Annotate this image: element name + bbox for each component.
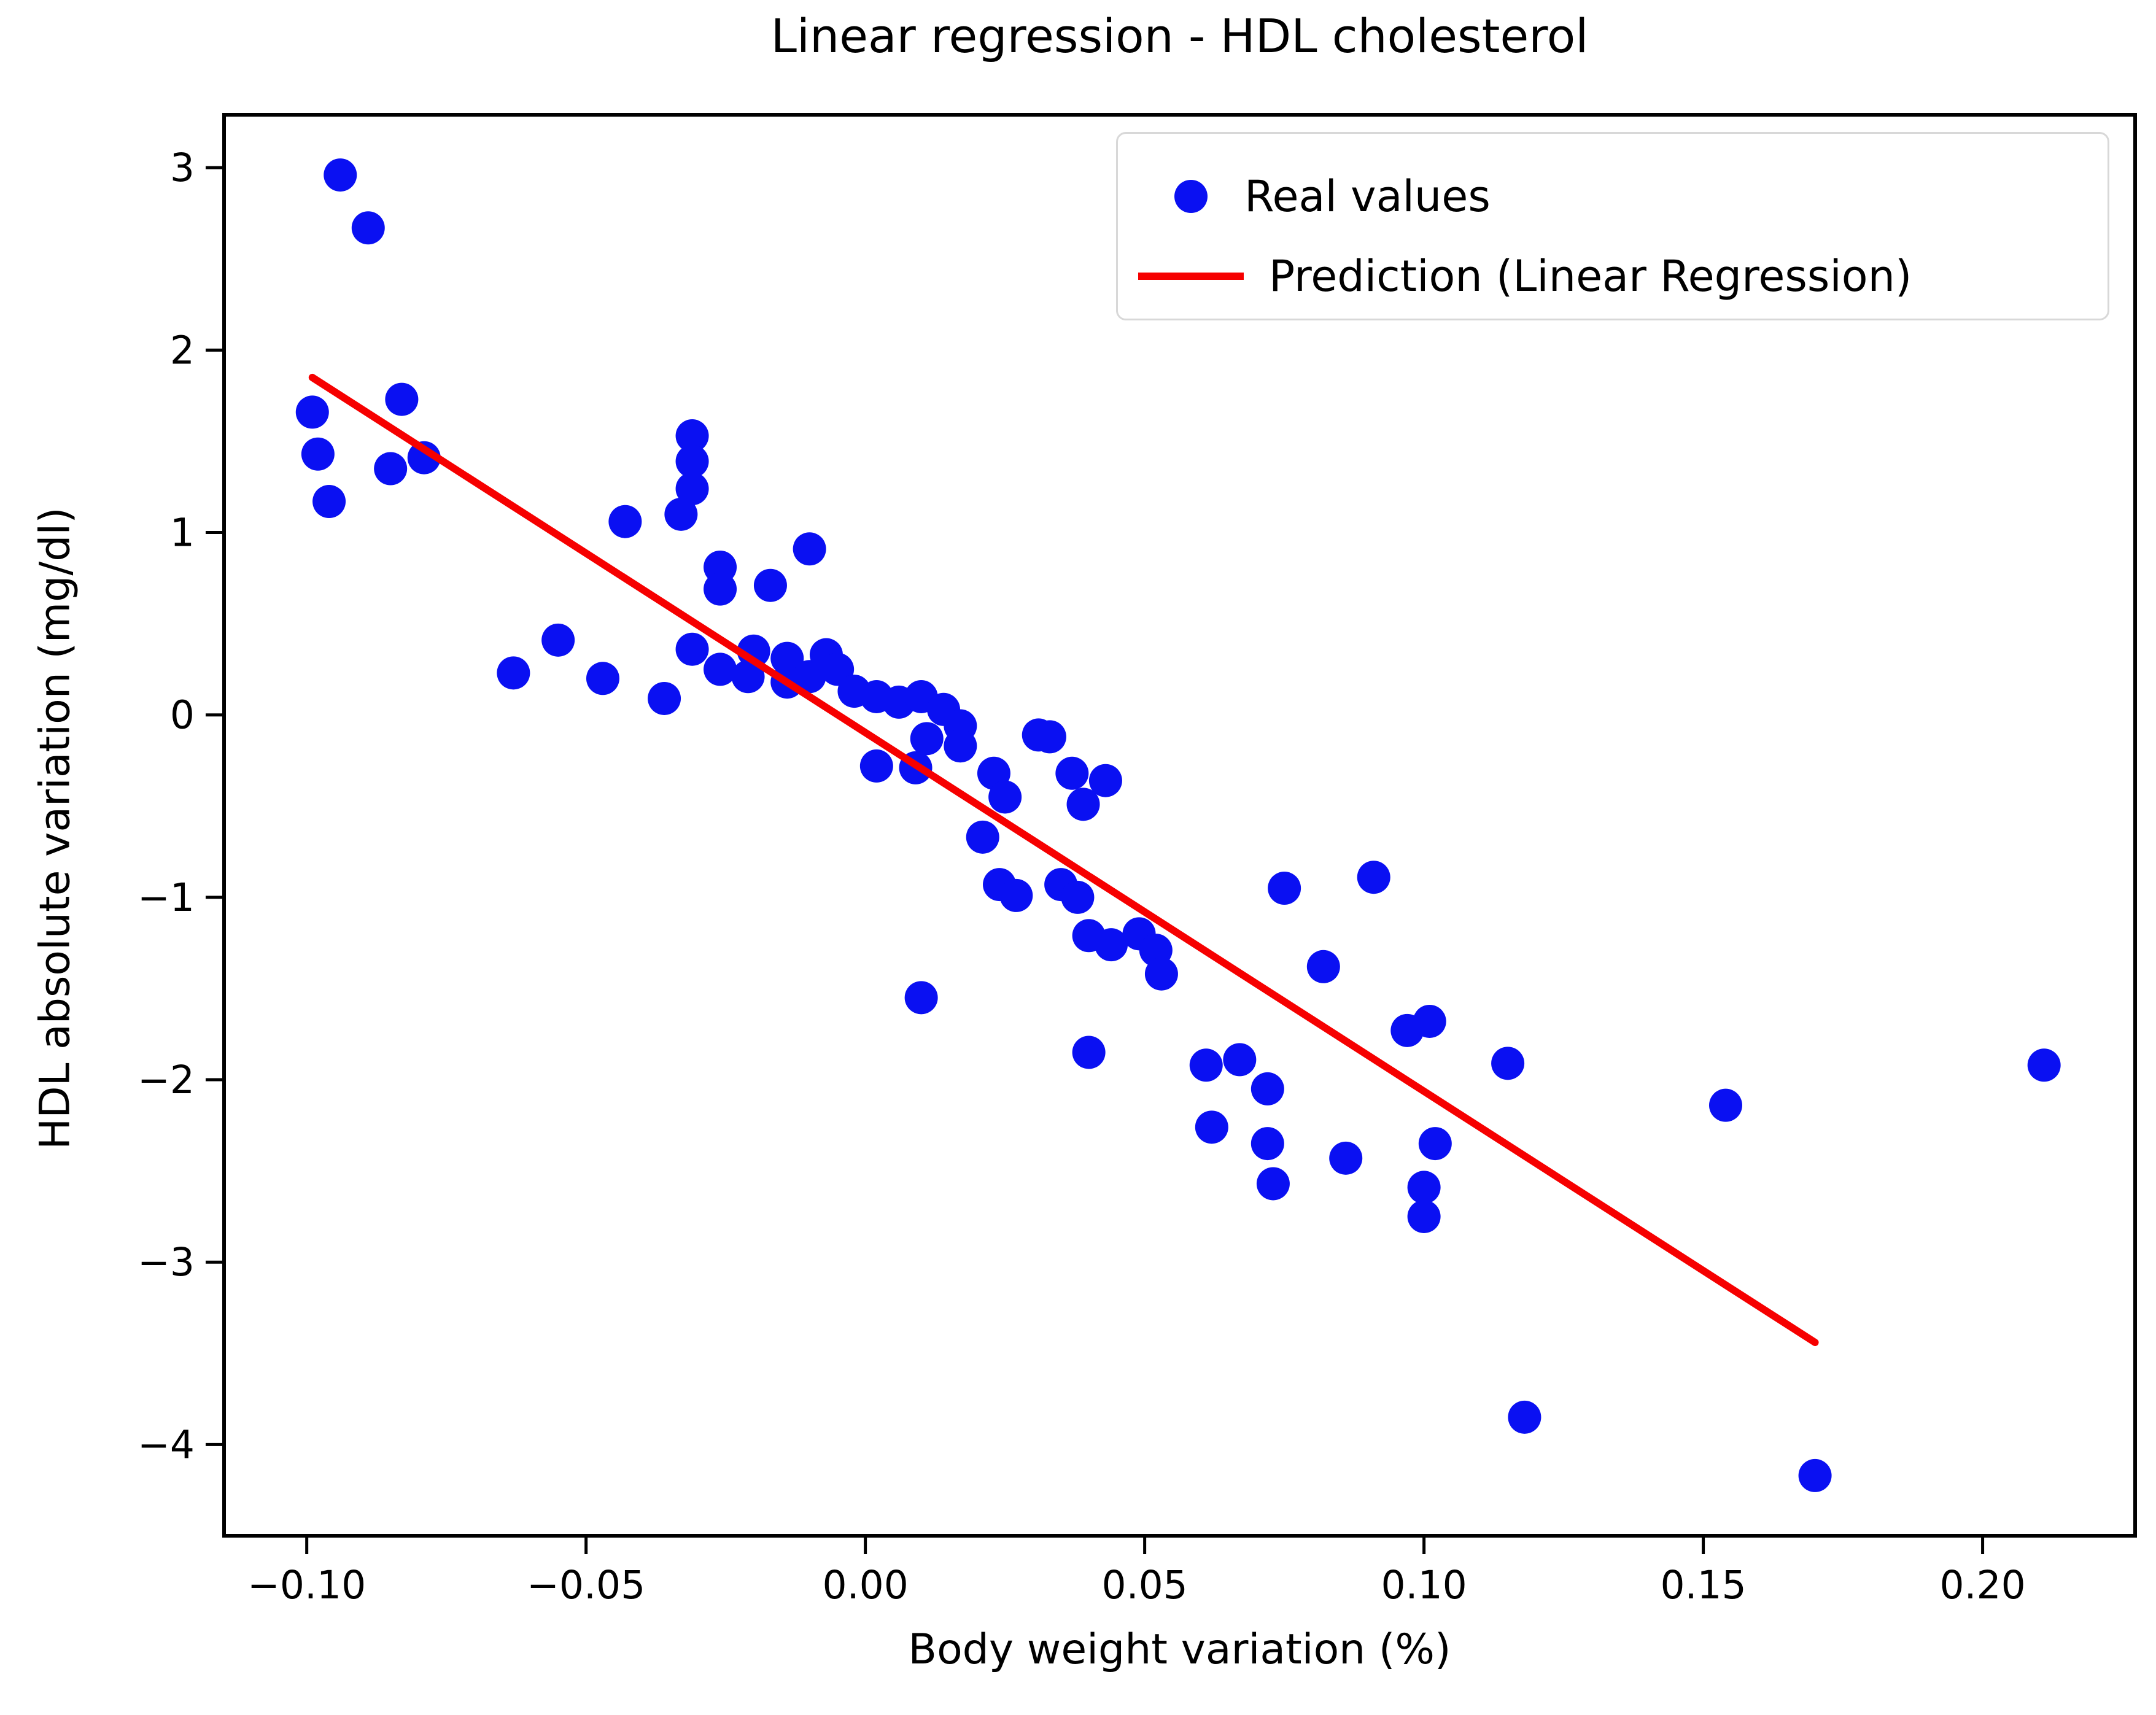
scatter-point [664, 497, 698, 531]
legend-label: Prediction (Linear Regression) [1269, 251, 1912, 301]
regression-line [308, 373, 1819, 1346]
y-tick-label: −3 [138, 1240, 195, 1285]
y-tick-label: −2 [138, 1058, 195, 1102]
scatter-point [295, 395, 329, 429]
scatter-point [608, 505, 642, 538]
y-tick-label: 1 [170, 511, 195, 556]
scatter-point [1095, 928, 1128, 962]
scatter-point [704, 572, 737, 606]
scatter-point [1033, 720, 1066, 754]
y-tick-label: 0 [170, 693, 195, 738]
scatter-point [1223, 1043, 1257, 1077]
x-axis-label: Body weight variation (%) [908, 1625, 1451, 1674]
scatter-point [1195, 1110, 1228, 1144]
scatter-point [1072, 1036, 1106, 1069]
scatter-point [904, 981, 938, 1015]
x-tick-label: 0.00 [823, 1563, 909, 1608]
legend-box: Real values Prediction (Linear Regressio… [1116, 132, 2109, 320]
scatter-point [1357, 861, 1390, 894]
scatter-point [999, 878, 1033, 912]
scatter-point [1256, 1167, 1290, 1201]
y-tick-label: −4 [138, 1422, 195, 1467]
scatter-point [324, 158, 357, 192]
scatter-point [312, 485, 346, 519]
chart-title: Linear regression - HDL cholesterol [770, 9, 1589, 63]
scatter-point [910, 722, 944, 756]
axes-spines [222, 113, 2137, 1538]
scatter-point [1088, 764, 1122, 797]
scatter-point [385, 382, 419, 416]
scatter-point [1251, 1072, 1284, 1105]
x-tick-label: 0.20 [1939, 1563, 2025, 1608]
x-tick-label: 0.05 [1101, 1563, 1187, 1608]
scatter-point [1066, 788, 1100, 821]
scatter-point [675, 444, 709, 478]
scatter-point [1055, 756, 1089, 790]
scatter-point [301, 437, 335, 471]
y-tick-label: −1 [138, 875, 195, 920]
x-tick-label: 0.15 [1660, 1563, 1746, 1608]
scatter-point [859, 749, 893, 783]
y-tick-label: 2 [170, 328, 195, 373]
scatter-point [1407, 1199, 1441, 1233]
legend-item-prediction: Prediction (Linear Regression) [1118, 251, 2108, 301]
scatter-point [586, 662, 619, 695]
scatter-point [407, 441, 441, 474]
legend-item-real-values: Real values [1118, 171, 2108, 222]
scatter-point [1491, 1047, 1525, 1080]
x-tick-label: −0.05 [527, 1563, 645, 1608]
scatter-point [1418, 1127, 1452, 1161]
scatter-point [1306, 950, 1340, 983]
scatter-point [1708, 1088, 1742, 1122]
scatter-point [944, 729, 977, 763]
y-tick-label: 3 [170, 145, 195, 190]
scatter-marker-icon [1174, 180, 1208, 213]
scatter-point [1144, 957, 1178, 991]
scatter-point [374, 452, 408, 486]
scatter-point [1329, 1141, 1363, 1175]
legend-label: Real values [1244, 171, 1491, 222]
scatter-point [2027, 1048, 2061, 1082]
scatter-point [1413, 1004, 1446, 1038]
scatter-point [1061, 880, 1095, 914]
scatter-point [1251, 1127, 1284, 1161]
scatter-point [988, 780, 1022, 814]
scatter-point [793, 532, 826, 566]
scatter-point [675, 632, 709, 666]
scatter-point [704, 652, 737, 686]
line-marker-icon [1138, 273, 1244, 280]
scatter-point [648, 681, 681, 715]
scatter-point [770, 641, 804, 675]
scatter-point [351, 211, 385, 245]
scatter-point [1407, 1171, 1441, 1204]
scatter-point [1798, 1458, 1832, 1492]
x-tick-label: −0.10 [247, 1563, 366, 1608]
scatter-point [675, 419, 709, 453]
scatter-point [497, 656, 530, 690]
scatter-point [753, 568, 787, 602]
scatter-point [1268, 872, 1301, 905]
scatter-point [731, 660, 765, 694]
scatter-point [1189, 1048, 1223, 1082]
scatter-point [675, 472, 709, 506]
scatter-point [541, 623, 575, 657]
scatter-point [966, 820, 999, 854]
scatter-point [1508, 1400, 1541, 1434]
x-tick-label: 0.10 [1381, 1563, 1467, 1608]
